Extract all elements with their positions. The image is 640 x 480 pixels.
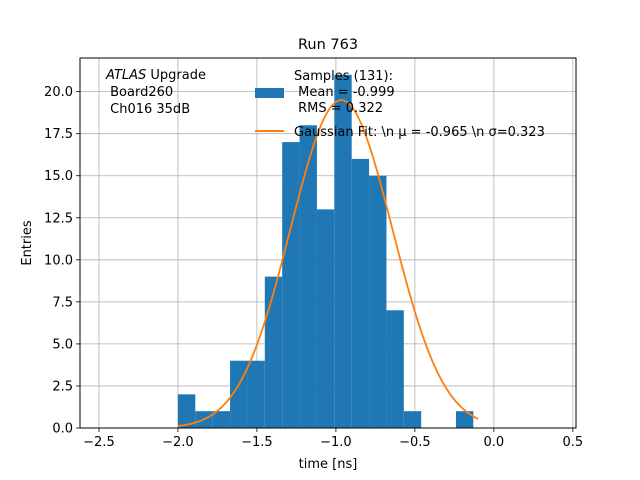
atlas-annotation: ATLAS Upgrade Board260 Ch016 35dB	[105, 68, 206, 117]
histogram-bar	[455, 411, 474, 428]
plot-frame	[79, 57, 577, 429]
histogram-bar	[334, 74, 352, 429]
y-axis-label: Entries	[20, 220, 35, 266]
x-axis-ticks: −2.5 −2.0 −1.5 −1.0 −0.5 0.0 0.5	[83, 428, 583, 450]
x-tick-label: −1.5	[241, 435, 273, 450]
annotation-line-1: ATLAS Upgrade	[105, 68, 206, 83]
x-tick-label: −1.0	[320, 435, 352, 450]
x-tick-label: −2.5	[83, 435, 115, 450]
legend-label-fit: Gaussian Fit: \n μ = -0.965 \n σ=0.323	[294, 125, 545, 140]
legend-swatch-samples	[255, 88, 284, 98]
gaussian-fit	[177, 99, 479, 427]
histogram-bar	[403, 411, 422, 428]
y-tick-label: 20.0	[44, 85, 73, 100]
histogram-bar	[351, 158, 370, 428]
y-tick-label: 12.5	[44, 211, 73, 226]
y-tick-label: 15.0	[44, 169, 73, 184]
histogram-bar	[247, 360, 265, 428]
legend: Samples (131): Mean = -0.999 RMS = 0.322…	[255, 69, 545, 140]
histogram-bar	[369, 175, 387, 428]
annotation-line-3: Ch016 35dB	[106, 102, 190, 117]
chart-title: Run 763	[298, 37, 358, 53]
histogram-bar	[282, 142, 300, 428]
legend-label-samples: Samples (131): Mean = -0.999 RMS = 0.322	[294, 69, 395, 116]
upgrade-label: Upgrade	[146, 68, 206, 83]
x-tick-label: 0.0	[484, 435, 505, 450]
legend-samples-line: Samples (131):	[294, 69, 393, 84]
y-tick-label: 5.0	[52, 337, 73, 352]
y-tick-label: 10.0	[44, 253, 73, 268]
histogram-bars	[177, 74, 474, 429]
x-tick-label: 0.5	[562, 435, 583, 450]
histogram-bar	[264, 276, 283, 428]
legend-samples-line: RMS = 0.322	[294, 101, 383, 116]
histogram-bar	[212, 411, 231, 428]
x-tick-label: −2.0	[162, 435, 194, 450]
y-tick-label: 7.5	[52, 295, 73, 310]
x-tick-label: −0.5	[399, 435, 431, 450]
histogram-bar	[316, 209, 335, 428]
annotation-line-2: Board260	[106, 85, 173, 100]
legend-samples-line: Mean = -0.999	[294, 85, 395, 100]
histogram-bar	[177, 394, 196, 428]
histogram-bar	[386, 310, 404, 428]
x-axis-label: time [ns]	[299, 457, 358, 472]
y-tick-label: 0.0	[52, 422, 73, 437]
y-tick-label: 2.5	[52, 379, 73, 394]
histogram-bar	[299, 125, 317, 428]
y-axis-ticks: 0.0 2.5 5.0 7.5 10.0 12.5 15.0 17.5 20.0	[44, 85, 80, 437]
y-tick-label: 17.5	[44, 127, 73, 142]
atlas-label: ATLAS	[105, 68, 146, 83]
gaussian-fit-line	[177, 99, 479, 427]
